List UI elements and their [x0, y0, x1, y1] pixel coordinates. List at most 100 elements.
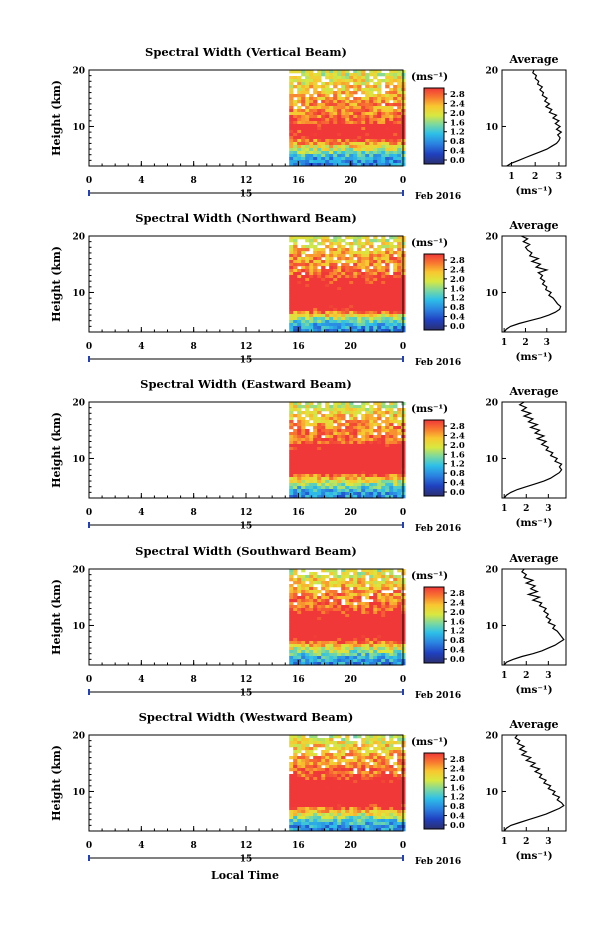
- y-axis-label: Height (km): [50, 579, 63, 655]
- heatmap-cell: [337, 97, 342, 101]
- heatmap-cell: [361, 290, 366, 294]
- heatmap-cell: [297, 133, 302, 137]
- heatmap-cell: [357, 311, 362, 315]
- heatmap-cell: [293, 405, 298, 409]
- heatmap-cell: [353, 477, 358, 481]
- average-frame: [501, 401, 567, 499]
- x-tick-label: 12: [240, 176, 253, 186]
- x-tick-label: 20: [344, 675, 357, 685]
- avg-x-tick-label: 1: [501, 504, 507, 514]
- heatmap-cell: [389, 423, 394, 427]
- heatmap-cell: [329, 260, 334, 264]
- heatmap-cell: [301, 157, 306, 161]
- heatmap-cell: [305, 79, 310, 83]
- heatmap-cell: [361, 780, 366, 784]
- heatmap-cell: [317, 617, 322, 621]
- heatmap-cell: [321, 432, 326, 436]
- heatmap-cell: [289, 584, 294, 588]
- heatmap-cell: [365, 287, 370, 291]
- heatmap-cell: [397, 774, 402, 778]
- heatmap-cell: [301, 438, 306, 442]
- heatmap-cell: [385, 599, 390, 603]
- heatmap-cell: [389, 629, 394, 633]
- heatmap-cell: [337, 444, 342, 448]
- heatmap-cell: [353, 254, 358, 258]
- heatmap-cell: [321, 783, 326, 787]
- heatmap-cell: [357, 611, 362, 615]
- heatmap-cell: [333, 402, 338, 406]
- heatmap-cell: [357, 605, 362, 609]
- heatmap-cell: [301, 420, 306, 424]
- heatmap-cell: [397, 768, 402, 772]
- heatmap-cell: [333, 320, 338, 324]
- heatmap-cell: [321, 444, 326, 448]
- heatmap-cell: [373, 495, 378, 499]
- heatmap-cell: [389, 82, 394, 86]
- heatmap-cell: [353, 623, 358, 627]
- heatmap-cell: [333, 236, 338, 240]
- heatmap-cell: [313, 417, 318, 421]
- heatmap-cell: [345, 251, 350, 255]
- heatmap-cell: [345, 647, 350, 651]
- heatmap-cell: [297, 293, 302, 297]
- heatmap-cell: [309, 130, 314, 134]
- heatmap-cell: [301, 638, 306, 642]
- heatmap-cell: [377, 647, 382, 651]
- heatmap-cell: [309, 148, 314, 152]
- heatmap-cell: [353, 438, 358, 442]
- heatmap-cell: [325, 483, 330, 487]
- heatmap-cell: [333, 789, 338, 793]
- heatmap-cell: [309, 278, 314, 282]
- heatmap-cell: [321, 623, 326, 627]
- heatmap-cell: [293, 444, 298, 448]
- colorbar-tick-label: 1.6: [450, 617, 465, 627]
- heatmap-cell: [345, 142, 350, 146]
- heatmap-cell: [345, 486, 350, 490]
- heatmap-cell: [389, 599, 394, 603]
- heatmap-cell: [353, 456, 358, 460]
- heatmap-cell: [301, 133, 306, 137]
- heatmap-cell: [389, 635, 394, 639]
- heatmap-cell: [325, 762, 330, 766]
- heatmap-cell: [389, 756, 394, 760]
- heatmap-cell: [393, 302, 398, 306]
- heatmap-cell: [333, 432, 338, 436]
- heatmap-cell: [365, 314, 370, 318]
- heatmap-cell: [341, 139, 346, 143]
- heatmap-cell: [341, 121, 346, 125]
- heatmap-cell: [397, 299, 402, 303]
- heatmap-cell: [337, 768, 342, 772]
- heatmap-cell: [313, 302, 318, 306]
- heatmap-cell: [373, 738, 378, 742]
- heatmap-cell: [349, 816, 354, 820]
- heatmap-cell: [305, 828, 310, 832]
- heatmap-cell: [361, 635, 366, 639]
- heatmap-cell: [325, 474, 330, 478]
- heatmap-cell: [317, 254, 322, 258]
- heatmap-cell: [329, 151, 334, 155]
- heatmap-cell: [345, 402, 350, 406]
- heatmap-cell: [325, 489, 330, 493]
- heatmap-cell: [357, 160, 362, 164]
- heatmap-cell: [313, 656, 318, 660]
- heatmap-cell: [305, 456, 310, 460]
- heatmap-cell: [365, 819, 370, 823]
- heatmap-cell: [353, 314, 358, 318]
- heatmap-cell: [317, 441, 322, 445]
- heatmap-cell: [293, 486, 298, 490]
- heatmap-cell: [341, 477, 346, 481]
- heatmap-cell: [301, 747, 306, 751]
- heatmap-cell: [349, 133, 354, 137]
- heatmap-cell: [313, 735, 318, 739]
- heatmap-cell: [317, 94, 322, 98]
- heatmap-cell: [377, 605, 382, 609]
- heatmap-cell: [341, 635, 346, 639]
- heatmap-cell: [377, 590, 382, 594]
- heatmap-cell: [381, 762, 386, 766]
- heatmap-cell: [333, 590, 338, 594]
- heatmap-cell: [297, 825, 302, 829]
- heatmap-cell: [297, 738, 302, 742]
- heatmap-cell: [297, 290, 302, 294]
- heatmap-cell: [317, 151, 322, 155]
- heatmap-cell: [389, 456, 394, 460]
